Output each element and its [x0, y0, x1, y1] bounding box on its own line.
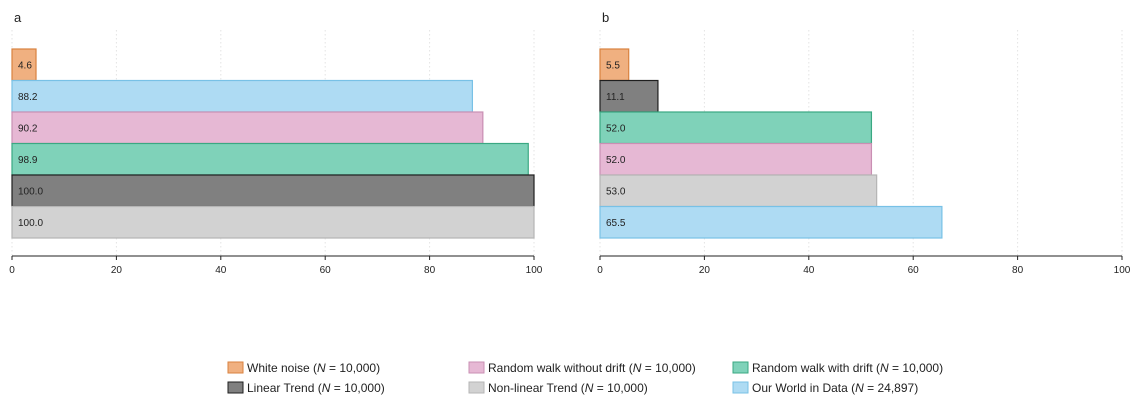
legend-label: White noise (N = 10,000) — [247, 361, 380, 375]
bar-rw_drift — [11, 142, 529, 176]
bar-value-label: 5.5 — [606, 60, 620, 71]
x-tick-label: 40 — [803, 265, 815, 276]
x-tick-label: 0 — [597, 265, 603, 276]
legend-label: Non-linear Trend (N = 10,000) — [488, 381, 648, 395]
panel-a: a 4.6 88.2 90.2 98.9 100.0 100.0 0 20 40 60 80 100 — [9, 10, 543, 276]
legend-label: Random walk with drift (N = 10,000) — [752, 361, 943, 375]
legend-swatch-nonlinear — [468, 381, 485, 394]
x-tick-label: 80 — [1012, 265, 1024, 276]
x-tick-label: 60 — [320, 265, 332, 276]
x-tick-label: 0 — [9, 265, 15, 276]
legend-swatch-owid — [732, 381, 749, 394]
bar-value-label: 100.0 — [18, 186, 43, 197]
bar-rw_no_drift — [11, 111, 484, 145]
bar-owid — [11, 79, 474, 113]
bar-value-label: 52.0 — [606, 123, 626, 134]
legend-swatch-linear — [227, 381, 244, 394]
bar-white_noise — [599, 48, 630, 82]
legend-label: Random walk without drift (N = 10,000) — [488, 361, 696, 375]
panel-b: b 5.5 11.1 52.0 52.0 53.0 65.5 0 20 40 60 80 100 — [597, 10, 1131, 276]
bar-owid — [599, 205, 943, 239]
x-tick-label: 80 — [424, 265, 436, 276]
panel-letter: b — [602, 10, 609, 25]
x-tick-label: 100 — [526, 265, 543, 276]
bar-value-label: 53.0 — [606, 186, 626, 197]
bar-nonlinear — [11, 205, 535, 239]
bar-value-label: 11.1 — [606, 92, 625, 103]
legend-label: Our World in Data (N = 24,897) — [752, 381, 918, 395]
bar-linear — [11, 174, 535, 208]
bar-value-label: 100.0 — [18, 218, 43, 229]
bar-rw_drift — [599, 111, 873, 145]
legend-label: Linear Trend (N = 10,000) — [247, 381, 385, 395]
bar-white_noise — [11, 48, 37, 82]
bar-value-label: 52.0 — [606, 155, 626, 166]
bar-nonlinear — [599, 174, 878, 208]
x-tick-label: 100 — [1114, 265, 1131, 276]
bar-value-label: 90.2 — [18, 123, 38, 134]
x-tick-label: 60 — [908, 265, 920, 276]
legend: White noise (N = 10,000) Random walk with… — [227, 361, 943, 395]
bar-value-label: 65.5 — [606, 218, 626, 229]
bar-value-label: 88.2 — [18, 92, 38, 103]
x-tick-label: 40 — [215, 265, 227, 276]
x-tick-label: 20 — [699, 265, 711, 276]
bar-value-label: 98.9 — [18, 155, 38, 166]
bar-linear — [599, 79, 659, 113]
legend-swatch-white_noise — [227, 361, 244, 374]
x-tick-label: 20 — [111, 265, 123, 276]
bar-value-label: 4.6 — [18, 60, 32, 71]
legend-swatch-rw_no_drift — [468, 361, 485, 374]
panel-letter: a — [14, 10, 22, 25]
legend-swatch-rw_drift — [732, 361, 749, 374]
bar-rw_no_drift — [599, 142, 873, 176]
